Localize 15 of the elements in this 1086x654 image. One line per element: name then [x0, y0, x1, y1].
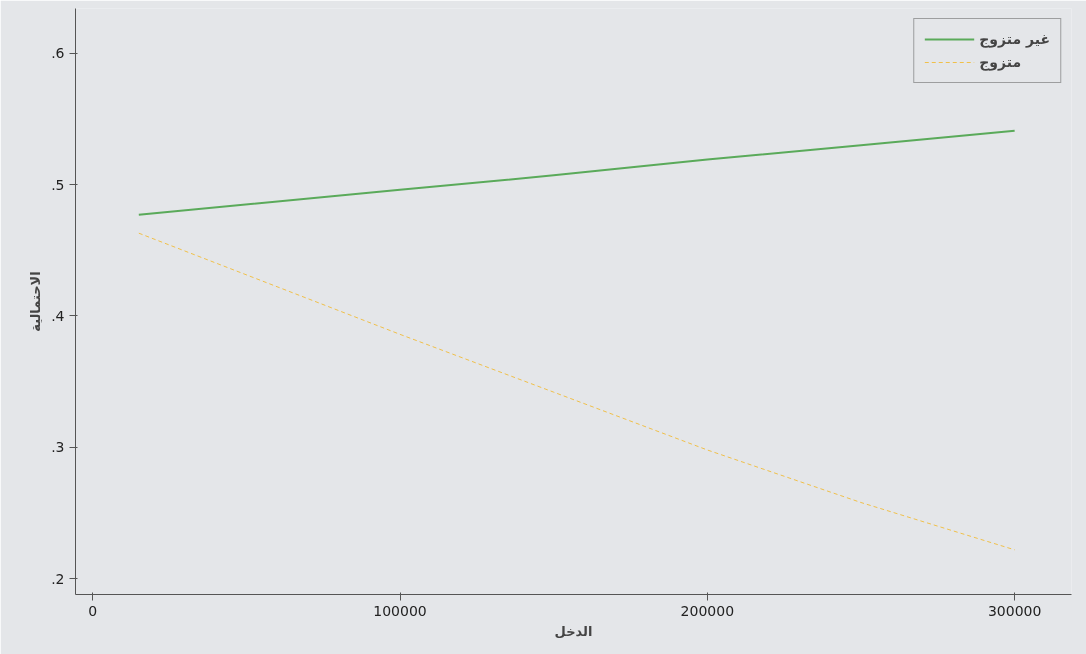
- x-tick-label: 200000: [680, 602, 735, 619]
- x-axis-title: الدخل: [554, 623, 593, 639]
- y-tick-label: .5: [51, 176, 65, 193]
- y-tick-label: .4: [51, 307, 65, 324]
- x-tick-label: 300000: [987, 602, 1042, 619]
- line-series: [137, 129, 1016, 216]
- y-tick-label: .2: [51, 570, 65, 587]
- legend-label: متزوج: [979, 54, 1022, 70]
- x-tick-label: 100000: [373, 602, 427, 619]
- x-tick-label: 0: [88, 602, 98, 619]
- y-tick-label: .3: [51, 439, 65, 456]
- legend-label: غير متزوج: [979, 31, 1050, 47]
- y-tick-label: .6: [51, 45, 65, 62]
- y-axis-title: الاحتمالية: [28, 271, 44, 332]
- line-series: [138, 232, 1016, 551]
